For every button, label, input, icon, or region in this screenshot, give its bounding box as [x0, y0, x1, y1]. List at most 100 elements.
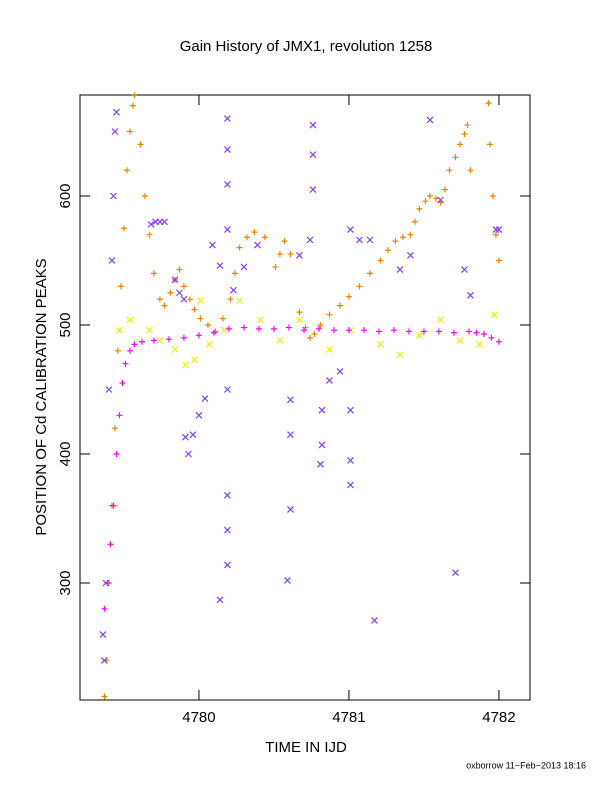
marker [99, 631, 107, 639]
marker [156, 296, 163, 303]
marker [182, 433, 189, 441]
marker [195, 332, 202, 339]
marker [224, 115, 231, 123]
marker [230, 286, 237, 294]
marker [486, 141, 493, 148]
marker [224, 180, 231, 188]
marker [456, 337, 464, 344]
y-tick-label: 500 [57, 312, 74, 337]
marker [191, 356, 198, 364]
y-axis-label: POSITION OF Cd CALIBRATION PEAKS [33, 258, 50, 535]
marker [326, 311, 333, 318]
marker [296, 316, 303, 324]
marker [366, 236, 374, 244]
marker [219, 315, 226, 322]
marker [284, 576, 291, 584]
marker [287, 431, 294, 439]
marker [197, 297, 204, 304]
marker [420, 328, 427, 335]
marker [390, 327, 397, 334]
marker [366, 270, 373, 277]
marker [131, 341, 138, 348]
marker [180, 283, 187, 290]
marker [120, 225, 127, 232]
marker [261, 234, 268, 241]
marker [165, 336, 172, 343]
marker [435, 328, 442, 335]
marker [216, 262, 224, 270]
marker [476, 340, 483, 348]
x-tick-label: 4782 [482, 709, 515, 726]
marker [189, 431, 197, 439]
marker [240, 263, 248, 271]
marker [276, 251, 283, 258]
marker [495, 338, 502, 345]
marker [492, 231, 499, 238]
marker [347, 457, 354, 464]
marker [473, 329, 480, 336]
marker [110, 502, 117, 509]
marker [287, 396, 294, 404]
marker [224, 526, 231, 534]
plot-frame [79, 94, 531, 701]
marker [285, 324, 292, 331]
marker [392, 238, 399, 245]
marker [407, 231, 414, 238]
marker [224, 386, 231, 393]
marker [495, 257, 502, 264]
marker [426, 193, 433, 200]
marker [450, 329, 457, 336]
marker [224, 226, 231, 233]
marker [306, 236, 314, 244]
marker [150, 270, 157, 277]
marker [161, 302, 168, 309]
marker [270, 325, 277, 332]
marker [464, 122, 471, 129]
marker [191, 306, 198, 313]
marker [107, 541, 114, 548]
marker [296, 309, 303, 316]
marker [206, 340, 213, 348]
y-tick-label: 300 [57, 570, 74, 595]
marker [116, 412, 123, 419]
marker [111, 128, 119, 135]
marker [171, 276, 179, 284]
marker [416, 331, 423, 339]
marker [110, 192, 117, 200]
marker [360, 327, 367, 334]
marker [330, 327, 337, 334]
marker [347, 481, 354, 489]
marker [480, 331, 487, 338]
marker [336, 368, 344, 375]
marker [347, 406, 354, 414]
marker [432, 195, 439, 202]
marker [126, 128, 133, 135]
marker [236, 297, 243, 304]
marker [356, 236, 363, 244]
footer: oxborrow 11−Feb−2013 18:16 [466, 760, 586, 770]
marker [126, 316, 134, 324]
marker [311, 331, 318, 338]
marker [221, 326, 228, 334]
marker [315, 325, 322, 332]
y-tick-label: 400 [57, 441, 74, 466]
marker [491, 311, 498, 319]
marker [317, 460, 324, 468]
marker [452, 569, 459, 577]
marker [356, 283, 363, 290]
marker [167, 289, 174, 296]
marker [147, 220, 155, 228]
marker [210, 329, 217, 336]
marker [201, 395, 209, 402]
x-axis-label: TIME IN IJD [265, 739, 347, 756]
marker [405, 328, 412, 335]
marker [318, 406, 326, 414]
marker [254, 241, 261, 249]
marker [150, 337, 157, 344]
marker [108, 257, 116, 264]
marker [347, 226, 354, 233]
marker [126, 347, 133, 354]
marker [114, 347, 121, 354]
marker [317, 322, 324, 329]
